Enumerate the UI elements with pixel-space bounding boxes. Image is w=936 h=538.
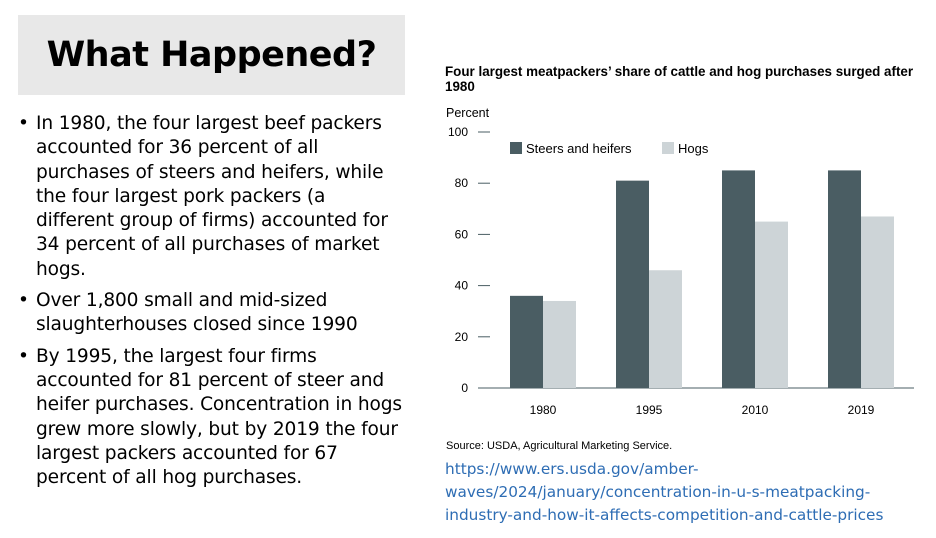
legend-label: Steers and heifers: [526, 141, 632, 156]
bullet-text: By 1995, the largest four firms accounte…: [36, 345, 402, 489]
x-tick-label: 2010: [742, 403, 769, 417]
source-link[interactable]: https://www.ers.usda.gov/amber- waves/20…: [445, 460, 884, 524]
x-tick-label: 2019: [848, 403, 875, 417]
bullet-text: In 1980, the four largest beef packers a…: [36, 113, 388, 280]
bullet-marker: •: [18, 345, 29, 367]
legend-swatch: [510, 142, 522, 154]
y-tick-label: 80: [455, 176, 469, 190]
bar-hogs: [755, 221, 788, 388]
bar-steers-and-heifers: [616, 180, 649, 388]
bullet-item: • In 1980, the four largest beef packers…: [18, 112, 408, 282]
bullet-item: • Over 1,800 small and mid-sized slaught…: [18, 289, 408, 338]
y-tick-label: 100: [448, 125, 468, 139]
bar-steers-and-heifers: [510, 295, 543, 388]
bullet-marker: •: [18, 113, 29, 134]
slide-title-box: What Happened?: [18, 15, 405, 95]
legend-label: Hogs: [678, 141, 709, 156]
bullet-list: • In 1980, the four largest beef packers…: [18, 112, 408, 497]
bullet-marker: •: [18, 290, 29, 312]
bar-hogs: [861, 216, 894, 388]
bar-chart: Percent 0 20 40 60 80 100 1980 1995 2010 2019 Steer…: [446, 106, 914, 417]
bullet-item: • By 1995, the largest four firms accoun…: [18, 345, 408, 491]
y-tick-label: 60: [455, 227, 469, 241]
bar-hogs: [649, 270, 682, 388]
slide-title: What Happened?: [46, 35, 377, 75]
bar-steers-and-heifers: [722, 170, 755, 388]
y-tick-label: 20: [455, 330, 469, 344]
y-axis-label: Percent: [446, 106, 490, 120]
chart-source: Source: USDA, Agricultural Marketing Ser…: [446, 440, 673, 452]
legend-swatch: [662, 142, 674, 154]
bar-hogs: [543, 300, 576, 388]
chart-title: Four largest meatpackers’ share of cattl…: [445, 64, 914, 94]
x-tick-label: 1995: [636, 403, 663, 417]
bullet-text: Over 1,800 small and mid-sized slaughter…: [36, 290, 358, 336]
x-tick-label: 1980: [530, 403, 557, 417]
y-tick-label: 0: [461, 381, 468, 395]
bar-steers-and-heifers: [828, 170, 861, 388]
y-tick-label: 40: [455, 279, 469, 293]
